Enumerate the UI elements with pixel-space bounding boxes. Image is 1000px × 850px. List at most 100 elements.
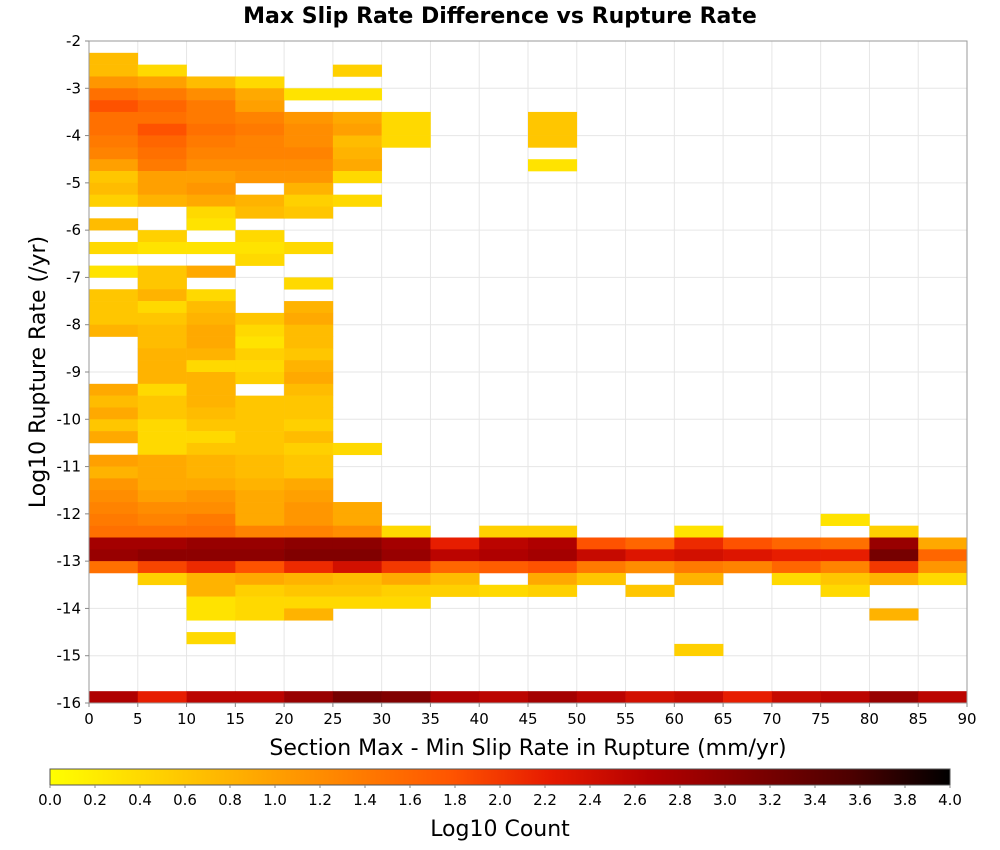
heatmap-cell [284,407,334,420]
heatmap-cell [89,147,139,160]
heatmap-cell [235,407,285,420]
heatmap-cell [625,561,675,574]
heatmap-cell [137,88,187,101]
heatmap-cell [235,584,285,597]
heatmap-cell [137,549,187,562]
heatmap-cell [137,372,187,385]
heatmap-cell [89,123,139,136]
heatmap-cell [625,537,675,550]
x-tick-label: 60 [665,710,684,728]
heatmap-cell [332,147,382,160]
heatmap-cell [284,691,334,704]
heatmap-cell [528,549,578,562]
heatmap-cell [235,596,285,609]
y-tick-label: -16 [57,694,82,712]
heatmap-cell [186,407,236,420]
heatmap-cell [235,431,285,444]
heatmap-cell [186,549,236,562]
heatmap-cell [284,348,334,361]
heatmap-cell [625,549,675,562]
colorbar [49,768,951,786]
heatmap-cell [284,301,334,314]
heatmap-cell [89,466,139,479]
heatmap-cell [625,691,675,704]
heatmap-cell [771,537,821,550]
heatmap-cell [820,513,870,526]
heatmap-cell [89,265,139,278]
heatmap-cell [820,561,870,574]
heatmap-cell [381,691,431,704]
heatmap-cell [284,147,334,160]
heatmap-cell [332,135,382,148]
heatmap-cell [235,502,285,515]
heatmap-cell [137,478,187,491]
heatmap-cell [284,360,334,373]
heatmap-cell [186,111,236,125]
y-tick-label: -3 [66,79,81,97]
heatmap-cell [137,336,187,349]
heatmap-cell [235,442,285,456]
heatmap-cell [137,312,187,326]
heatmap-cell [235,159,285,172]
heatmap-cell [89,537,139,550]
heatmap-cell [381,111,431,125]
heatmap-cell [723,561,773,574]
x-tick-label: 65 [714,710,733,728]
heatmap-cell [284,277,334,290]
heatmap-cell [137,159,187,172]
colorbar-tick-label: 0.2 [83,791,107,809]
heatmap-cell [89,502,139,515]
heatmap-cell [576,549,626,562]
heatmap-cell [137,466,187,479]
heatmap-cell [479,561,529,574]
heatmap-cell [235,537,285,550]
heatmap-cell [528,572,578,586]
heatmap-cell [430,691,480,704]
heatmap-cell [89,241,139,255]
heatmap-cell [284,478,334,491]
heatmap-cell [235,513,285,526]
heatmap-cell [332,561,382,574]
heatmap-cell [137,289,187,302]
heatmap-cell [137,691,187,704]
heatmap-cell [235,525,285,538]
heatmap-cell [137,348,187,361]
heatmap-cell [235,324,285,337]
heatmap-cell [186,383,236,396]
heatmap-cell [89,561,139,574]
heatmap-cell [284,454,334,467]
heatmap-cell [479,525,529,538]
heatmap-cell [137,561,187,574]
heatmap-cell [284,490,334,503]
heatmap-cell [186,608,236,621]
heatmap-cell [918,561,968,574]
colorbar-tick-label: 1.4 [353,791,377,809]
heatmap-cell [137,407,187,420]
heatmap-cell [674,691,724,704]
heatmap-cell [137,525,187,538]
x-axis-ticks: 0 5 10 15 20 25 30 35 40 45 50 55 60 65 70 75 80 85 90 [84,703,977,728]
heatmap-cell [89,324,139,337]
heatmap-cell [528,691,578,704]
x-tick-label: 35 [421,710,440,728]
heatmap-cell [89,454,139,467]
heatmap-cell [332,513,382,526]
heatmap-cell [381,561,431,574]
heatmap-cell [430,561,480,574]
heatmap-cell [284,171,334,184]
heatmap-cell [235,147,285,160]
x-tick-label: 85 [909,710,928,728]
heatmap-cell [284,442,334,456]
heatmap-cell [332,572,382,586]
heatmap-cell [186,241,236,255]
heatmap-cell [528,123,578,136]
heatmap-cell [576,691,626,704]
heatmap-cell [89,171,139,184]
heatmap-cell [869,537,919,550]
x-axis-label: Section Max - Min Slip Rate in Rupture (… [269,736,786,761]
x-tick-label: 40 [470,710,489,728]
heatmap-cell [186,218,236,231]
heatmap-cell [479,691,529,704]
heatmap-cell [284,561,334,574]
heatmap-cell [186,466,236,479]
